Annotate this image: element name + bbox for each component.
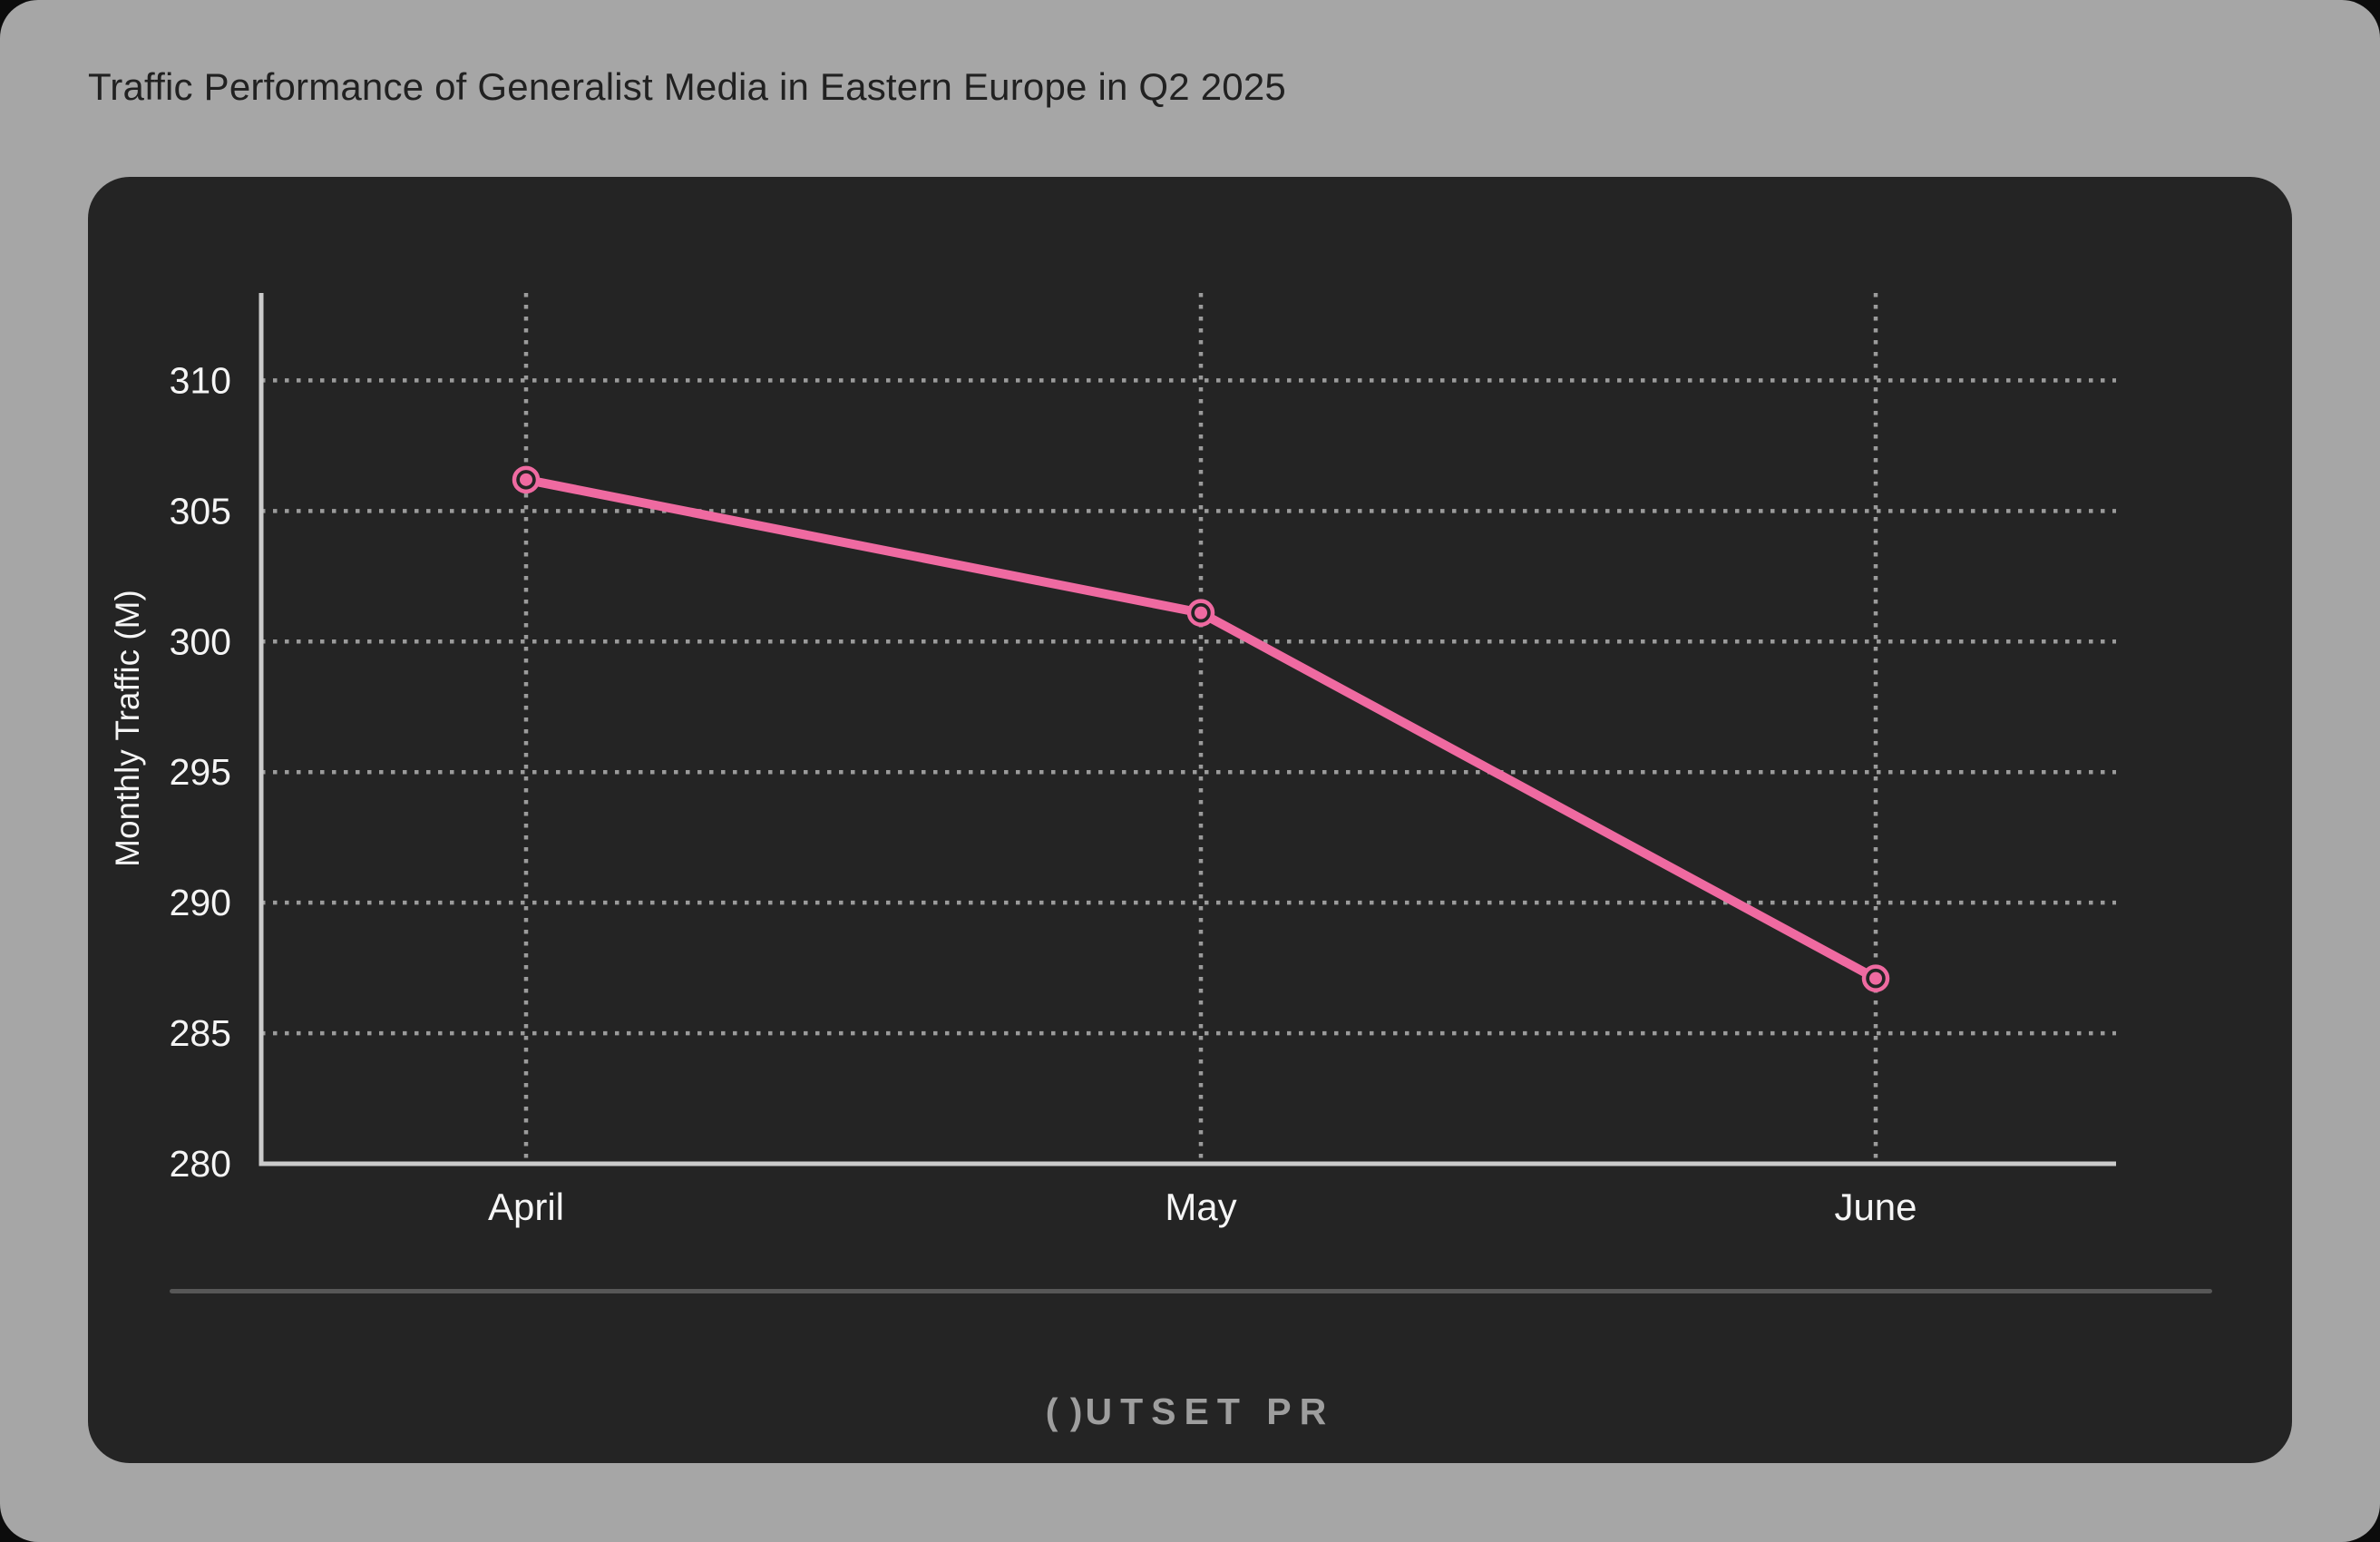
- x-category-label: June: [1834, 1186, 1917, 1228]
- y-tick-label: 290: [170, 882, 231, 923]
- logo-o-mark: ( ): [1045, 1391, 1084, 1432]
- y-tick-label: 285: [170, 1012, 231, 1054]
- y-tick-label: 295: [170, 751, 231, 793]
- y-tick-label: 305: [170, 490, 231, 532]
- outset-pr-logo: ( )UTSET PR: [88, 1391, 2292, 1433]
- page-title: Traffic Performance of Generalist Media …: [88, 65, 1286, 108]
- traffic-line-chart: 280 285 290 295 300 305 310 April May June Monthly…: [109, 293, 2116, 1228]
- data-point-marker-dot: [1195, 606, 1207, 620]
- y-axis-title: Monthly Traffic (M): [109, 590, 146, 867]
- data-point-marker-dot: [520, 473, 532, 486]
- y-tick-label: 300: [170, 620, 231, 662]
- logo-wordmark: UTSET PR: [1085, 1391, 1335, 1432]
- chart-card: 280 285 290 295 300 305 310 April May June Monthly…: [88, 177, 2292, 1463]
- data-point-marker-dot: [1869, 971, 1882, 985]
- x-category-label: May: [1165, 1186, 1236, 1228]
- x-category-label: April: [488, 1186, 564, 1228]
- y-tick-label: 310: [170, 359, 231, 401]
- footer-divider: [170, 1289, 2212, 1293]
- y-tick-label: 280: [170, 1143, 231, 1185]
